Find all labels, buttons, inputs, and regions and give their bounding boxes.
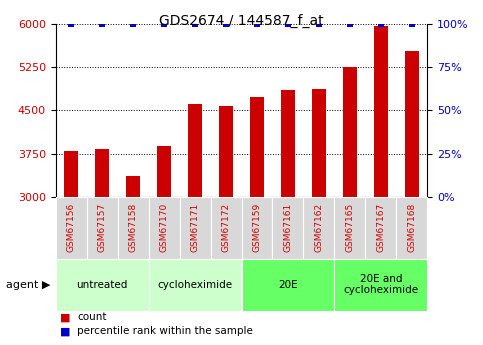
Bar (366, 197, 397, 259)
Bar (149, 259, 242, 310)
Text: GSM67167: GSM67167 (376, 203, 385, 252)
Text: ■: ■ (60, 326, 71, 336)
Bar (157, 146, 171, 197)
Bar (374, 26, 388, 197)
Bar (397, 197, 427, 259)
Bar (56, 197, 86, 259)
Bar (211, 197, 242, 259)
Bar (242, 259, 334, 310)
Text: GSM67158: GSM67158 (128, 203, 138, 252)
Text: GSM67156: GSM67156 (67, 203, 75, 252)
Bar (272, 197, 303, 259)
Bar (242, 197, 272, 259)
Bar (117, 197, 149, 259)
Bar (334, 197, 366, 259)
Bar (343, 67, 357, 197)
Text: GSM67165: GSM67165 (345, 203, 355, 252)
Bar (86, 197, 117, 259)
Bar (149, 197, 180, 259)
Text: GSM67171: GSM67171 (190, 203, 199, 252)
Text: GDS2674 / 144587_f_at: GDS2674 / 144587_f_at (159, 14, 324, 28)
Bar (188, 104, 202, 197)
Text: agent ▶: agent ▶ (6, 280, 51, 289)
Bar (281, 90, 295, 197)
Text: count: count (77, 313, 107, 322)
Bar (312, 89, 326, 197)
Text: cycloheximide: cycloheximide (157, 280, 233, 289)
Bar (405, 51, 419, 197)
Bar (334, 259, 427, 310)
Text: 20E: 20E (278, 280, 298, 289)
Text: GSM67170: GSM67170 (159, 203, 169, 252)
Text: GSM67157: GSM67157 (98, 203, 107, 252)
Text: GSM67172: GSM67172 (222, 203, 230, 252)
Text: untreated: untreated (76, 280, 128, 289)
Text: percentile rank within the sample: percentile rank within the sample (77, 326, 253, 336)
Bar (219, 106, 233, 197)
Bar (56, 259, 149, 310)
Bar (126, 176, 140, 197)
Bar (95, 149, 109, 197)
Bar (250, 97, 264, 197)
Text: GSM67159: GSM67159 (253, 203, 261, 252)
Text: GSM67161: GSM67161 (284, 203, 293, 252)
Text: GSM67162: GSM67162 (314, 203, 324, 252)
Bar (64, 151, 78, 197)
Text: ■: ■ (60, 313, 71, 322)
Text: GSM67168: GSM67168 (408, 203, 416, 252)
Bar (180, 197, 211, 259)
Text: 20E and
cycloheximide: 20E and cycloheximide (343, 274, 419, 295)
Bar (303, 197, 334, 259)
